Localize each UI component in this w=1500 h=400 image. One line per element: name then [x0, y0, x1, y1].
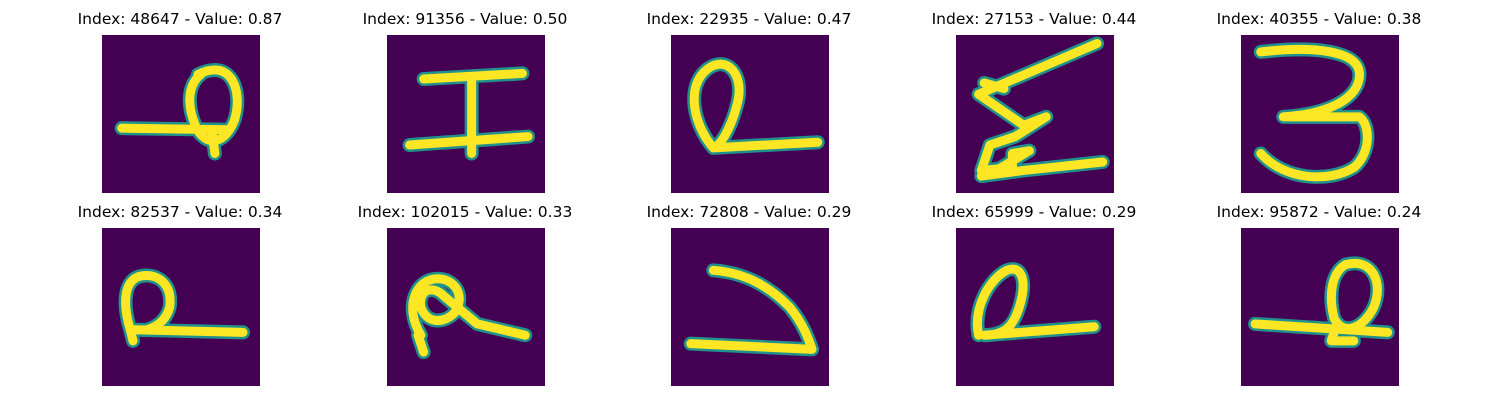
panel-title: Index: 72808 - Value: 0.29: [646, 203, 852, 221]
glyph-drawing: [387, 35, 545, 193]
digit-image: [956, 228, 1114, 386]
panel-title: Index: 91356 - Value: 0.50: [362, 10, 568, 28]
digit-image: [956, 35, 1114, 193]
digit-image: [387, 35, 545, 193]
panel-title: Index: 22935 - Value: 0.47: [646, 10, 852, 28]
glyph-drawing: [102, 228, 260, 386]
image-panel: Index: 95872 - Value: 0.24: [1179, 193, 1459, 386]
digit-image: [387, 228, 545, 386]
panel-title: Index: 95872 - Value: 0.24: [1216, 203, 1422, 221]
glyph-drawing: [671, 228, 829, 386]
glyph-drawing: [1241, 35, 1399, 193]
image-panel: Index: 27153 - Value: 0.44: [894, 0, 1174, 193]
digit-image: [1241, 228, 1399, 386]
glyph-drawing: [956, 228, 1114, 386]
panel-title: Index: 102015 - Value: 0.33: [357, 203, 573, 221]
panel-title: Index: 65999 - Value: 0.29: [931, 203, 1137, 221]
digit-image: [671, 35, 829, 193]
image-panel: Index: 91356 - Value: 0.50: [325, 0, 605, 193]
glyph-drawing: [671, 35, 829, 193]
image-panel: Index: 102015 - Value: 0.33: [325, 193, 605, 386]
panel-title: Index: 40355 - Value: 0.38: [1216, 10, 1422, 28]
image-panel: Index: 22935 - Value: 0.47: [609, 0, 889, 193]
digit-image: [1241, 35, 1399, 193]
glyph-drawing: [387, 228, 545, 386]
glyph-drawing: [956, 35, 1114, 193]
digit-image: [102, 35, 260, 193]
image-panel: Index: 82537 - Value: 0.34: [40, 193, 320, 386]
glyph-drawing: [1241, 228, 1399, 386]
image-panel: Index: 48647 - Value: 0.87: [40, 0, 320, 193]
image-panel: Index: 72808 - Value: 0.29: [609, 193, 889, 386]
digit-image: [671, 228, 829, 386]
panel-title: Index: 48647 - Value: 0.87: [77, 10, 283, 28]
glyph-drawing: [102, 35, 260, 193]
image-panel: Index: 40355 - Value: 0.38: [1179, 0, 1459, 193]
digit-image: [102, 228, 260, 386]
panel-title: Index: 82537 - Value: 0.34: [77, 203, 283, 221]
image-panel: Index: 65999 - Value: 0.29: [894, 193, 1174, 386]
panel-title: Index: 27153 - Value: 0.44: [931, 10, 1137, 28]
